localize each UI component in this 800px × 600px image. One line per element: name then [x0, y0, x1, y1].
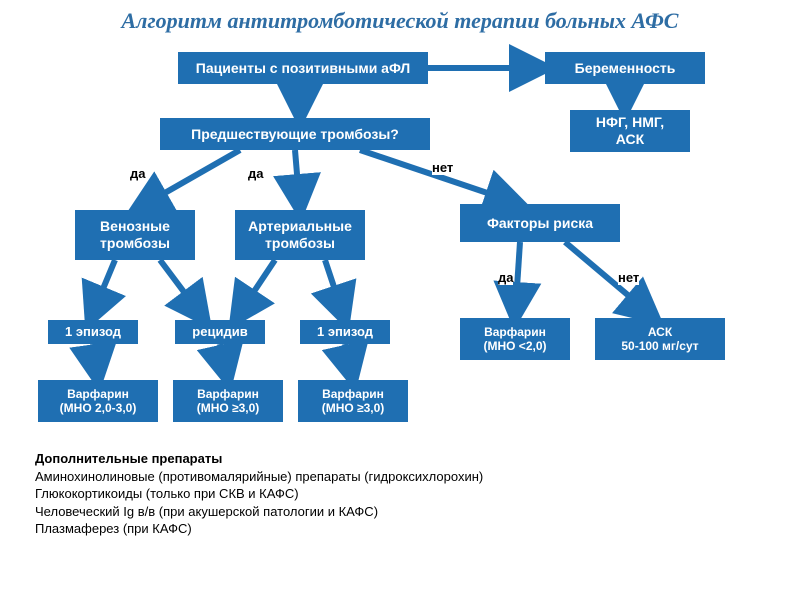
edge-label-da3: да — [498, 270, 513, 285]
edge-label-net1: нет — [432, 160, 453, 175]
node-arterial: Артериальныетромбозы — [235, 210, 365, 260]
node-patients: Пациенты с позитивными аФЛ — [178, 52, 428, 84]
slide-title: Алгоритм антитромботической терапии боль… — [25, 8, 775, 34]
node-ep1a: 1 эпизод — [48, 320, 138, 344]
node-risk: Факторы риска — [460, 204, 620, 242]
node-recid: рецидив — [175, 320, 265, 344]
node-warf_ge3a: Варфарин(МНО ≥3,0) — [173, 380, 283, 422]
edge-label-da1: да — [130, 166, 145, 181]
footer-line: Человеческий Ig в/в (при акушерской пато… — [35, 503, 735, 521]
footer-line: Плазмаферез (при КАФС) — [35, 520, 735, 538]
node-venous: Венозныетромбозы — [75, 210, 195, 260]
node-warf_23: Варфарин(МНО 2,0-3,0) — [38, 380, 158, 422]
footer-line: Аминохинолиновые (противомалярийные) пре… — [35, 468, 735, 486]
node-pregnancy: Беременность — [545, 52, 705, 84]
node-warf_lt2: Варфарин(МНО <2,0) — [460, 318, 570, 360]
edge-label-net2: нет — [618, 270, 639, 285]
node-ask: АСК50-100 мг/сут — [595, 318, 725, 360]
node-ep1b: 1 эпизод — [300, 320, 390, 344]
footer-notes: Дополнительные препараты Аминохинолиновы… — [35, 450, 735, 538]
edge-label-da2: да — [248, 166, 263, 181]
footer-line: Глюкокортикоиды (только при СКВ и КАФС) — [35, 485, 735, 503]
node-prev: Предшествующие тромбозы? — [160, 118, 430, 150]
footer-header: Дополнительные препараты — [35, 450, 735, 468]
node-nfg: НФГ, НМГ,АСК — [570, 110, 690, 152]
node-warf_ge3b: Варфарин(МНО ≥3,0) — [298, 380, 408, 422]
